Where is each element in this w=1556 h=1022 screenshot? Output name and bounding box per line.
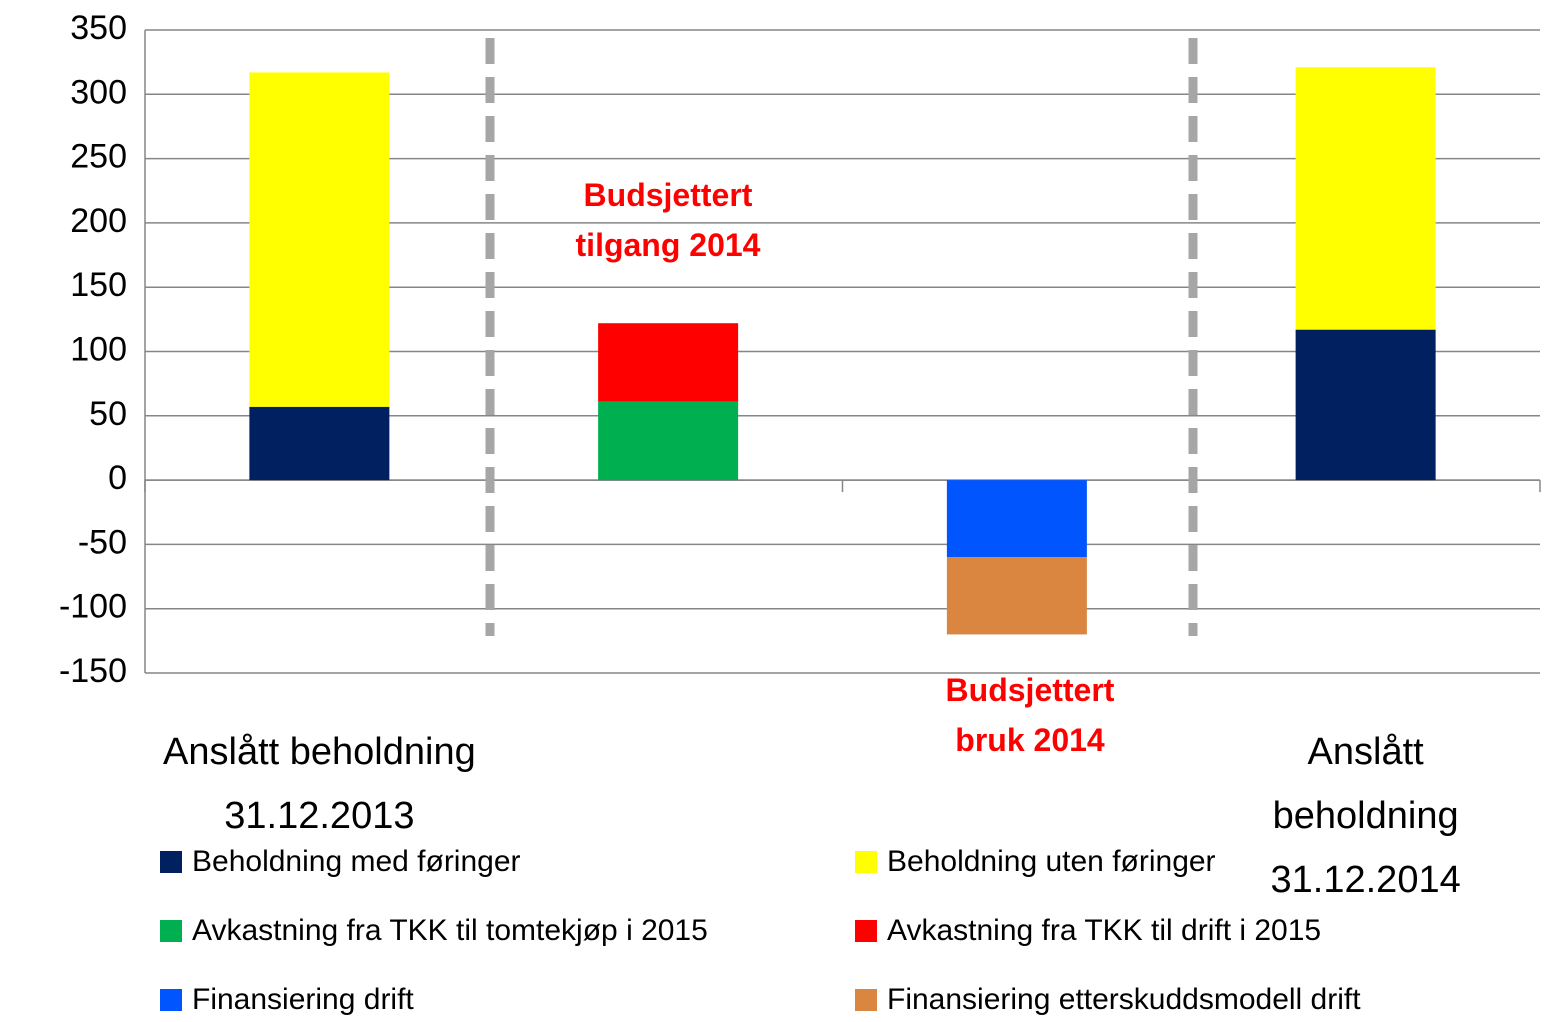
legend-item: Beholdning med føringer xyxy=(160,845,521,879)
legend-item: Beholdning uten føringer xyxy=(855,845,1216,879)
legend-label: Avkastning fra TKK til drift i 2015 xyxy=(887,914,1322,947)
legend-swatch xyxy=(160,989,182,1011)
y-tick-label: 50 xyxy=(89,395,127,433)
legend-item: Finansiering drift xyxy=(160,983,414,1017)
legend-label: Avkastning fra TKK til tomtekjøp i 2015 xyxy=(192,914,708,947)
legend-item: Avkastning fra TKK til drift i 2015 xyxy=(855,914,1321,948)
y-tick-label: -150 xyxy=(59,652,127,690)
legend-swatch xyxy=(855,851,877,873)
x-tick-label: Anslått beholdning 31.12.2013 xyxy=(163,731,476,837)
legend-label: Finansiering drift xyxy=(192,983,414,1016)
legend-swatch xyxy=(855,920,877,942)
y-tick-label: 0 xyxy=(108,459,127,497)
bar-segment xyxy=(946,480,1087,558)
y-tick-label: 100 xyxy=(70,330,127,368)
y-tick-label: 200 xyxy=(70,202,127,240)
legend-label: Beholdning uten føringer xyxy=(887,845,1216,878)
y-tick-label: -100 xyxy=(59,588,127,626)
y-tick-label: 250 xyxy=(70,138,127,176)
bar-segment xyxy=(1295,329,1436,481)
bar-segment xyxy=(249,72,390,407)
annotation: Budsjettert tilgang 2014 xyxy=(575,177,761,263)
y-tick-label: 350 xyxy=(70,9,127,47)
annotation: Budsjettert bruk 2014 xyxy=(945,672,1115,758)
y-tick-label: 150 xyxy=(70,266,127,304)
legend-swatch xyxy=(160,851,182,873)
bar-segment xyxy=(598,323,739,402)
bar-segment xyxy=(946,557,1087,635)
bar-segment xyxy=(1295,67,1436,330)
x-tick-label: Anslått beholdning 31.12.2014 xyxy=(1270,731,1461,901)
bar-segment xyxy=(598,401,739,481)
legend-item: Avkastning fra TKK til tomtekjøp i 2015 xyxy=(160,914,708,948)
y-tick-label: -50 xyxy=(78,523,127,561)
legend-swatch xyxy=(160,920,182,942)
y-tick-label: 300 xyxy=(70,73,127,111)
legend-item: Finansiering etterskuddsmodell drift xyxy=(855,983,1361,1017)
bar-segment xyxy=(249,406,390,481)
legend-label: Finansiering etterskuddsmodell drift xyxy=(887,983,1361,1016)
legend-swatch xyxy=(855,989,877,1011)
legend-label: Beholdning med føringer xyxy=(192,845,521,878)
